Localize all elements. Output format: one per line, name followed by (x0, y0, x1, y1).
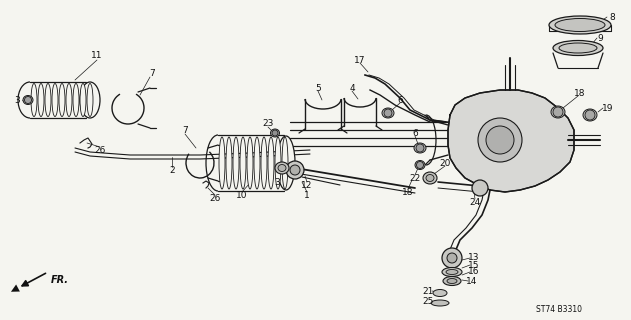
Text: 26: 26 (209, 194, 221, 203)
Text: 11: 11 (91, 51, 103, 60)
Circle shape (472, 180, 488, 196)
Text: 7: 7 (149, 68, 155, 77)
Circle shape (416, 144, 424, 152)
Ellipse shape (278, 164, 286, 172)
Text: 3: 3 (14, 95, 20, 105)
Circle shape (25, 97, 32, 103)
Ellipse shape (52, 84, 58, 116)
Ellipse shape (233, 137, 239, 189)
Ellipse shape (551, 106, 565, 118)
Ellipse shape (45, 84, 51, 116)
Text: 26: 26 (94, 146, 105, 155)
Text: 23: 23 (262, 118, 274, 127)
Ellipse shape (31, 84, 37, 116)
Text: 2: 2 (169, 165, 175, 174)
Text: 6: 6 (397, 95, 403, 105)
Circle shape (286, 161, 304, 179)
Text: FR.: FR. (51, 275, 69, 285)
Text: 8: 8 (609, 12, 615, 21)
Ellipse shape (275, 137, 281, 189)
Ellipse shape (23, 95, 33, 105)
Text: 25: 25 (422, 298, 433, 307)
Ellipse shape (219, 137, 225, 189)
Ellipse shape (240, 137, 246, 189)
Ellipse shape (275, 162, 289, 174)
Circle shape (478, 118, 522, 162)
Ellipse shape (426, 174, 434, 181)
Text: 1: 1 (304, 190, 310, 199)
Text: 20: 20 (439, 158, 451, 167)
Text: 9: 9 (597, 34, 603, 43)
Text: 4: 4 (349, 84, 355, 92)
Circle shape (416, 162, 423, 169)
Text: 24: 24 (469, 197, 481, 206)
Ellipse shape (226, 137, 232, 189)
Ellipse shape (555, 19, 605, 31)
Text: 16: 16 (468, 268, 480, 276)
Text: 3: 3 (274, 178, 280, 187)
Circle shape (553, 107, 563, 117)
Ellipse shape (442, 268, 462, 276)
Ellipse shape (415, 161, 425, 170)
Text: 17: 17 (354, 55, 366, 65)
Ellipse shape (583, 109, 597, 121)
Ellipse shape (423, 172, 437, 184)
Ellipse shape (59, 84, 65, 116)
Text: 22: 22 (410, 173, 421, 182)
Ellipse shape (446, 269, 458, 275)
Ellipse shape (553, 41, 603, 55)
Circle shape (290, 165, 300, 175)
Ellipse shape (38, 84, 44, 116)
Ellipse shape (431, 300, 449, 306)
Polygon shape (448, 90, 574, 192)
Ellipse shape (87, 84, 93, 116)
Ellipse shape (268, 137, 274, 189)
Ellipse shape (382, 108, 394, 118)
Circle shape (447, 253, 457, 263)
Text: 18: 18 (402, 188, 414, 196)
Text: 6: 6 (412, 129, 418, 138)
Ellipse shape (433, 290, 447, 297)
Ellipse shape (559, 43, 597, 53)
Text: 15: 15 (468, 260, 480, 269)
Text: 19: 19 (602, 103, 614, 113)
Ellipse shape (549, 16, 611, 34)
Text: 12: 12 (302, 180, 313, 189)
Ellipse shape (80, 84, 86, 116)
Circle shape (585, 110, 595, 120)
Ellipse shape (277, 136, 295, 190)
Text: 7: 7 (182, 125, 188, 134)
Ellipse shape (73, 84, 79, 116)
Ellipse shape (447, 278, 457, 284)
Circle shape (272, 130, 278, 136)
FancyArrow shape (11, 272, 48, 292)
Text: 10: 10 (236, 190, 248, 199)
Ellipse shape (414, 143, 426, 153)
Ellipse shape (271, 129, 280, 137)
Circle shape (442, 248, 462, 268)
Ellipse shape (282, 137, 288, 189)
Ellipse shape (66, 84, 72, 116)
Ellipse shape (443, 276, 461, 285)
Text: 5: 5 (315, 84, 321, 92)
Ellipse shape (80, 82, 100, 118)
Ellipse shape (247, 137, 253, 189)
Text: 14: 14 (466, 276, 478, 285)
Circle shape (486, 126, 514, 154)
Text: 13: 13 (468, 253, 480, 262)
Text: 18: 18 (574, 89, 586, 98)
Ellipse shape (261, 137, 267, 189)
Text: 21: 21 (422, 286, 433, 295)
Ellipse shape (254, 137, 260, 189)
Text: ST74 B3310: ST74 B3310 (536, 306, 582, 315)
Circle shape (384, 109, 392, 117)
